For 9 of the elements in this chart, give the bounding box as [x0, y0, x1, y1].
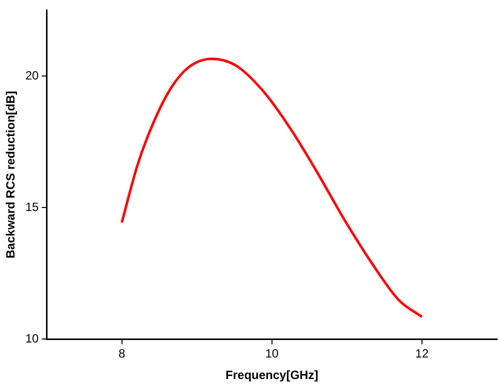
x-axis-title: Frequency[GHz]: [226, 368, 318, 382]
line-series: [120, 58, 424, 318]
x-tick-label: 10: [265, 346, 279, 361]
y-axis-title: Backward RCS reduction[dB]: [4, 91, 18, 258]
x-tick-label: 12: [415, 346, 429, 361]
x-tick-label: 8: [118, 346, 126, 361]
y-tick-label: 10: [25, 332, 40, 346]
y-tick-label: 20: [25, 68, 40, 82]
y-tick-label: 15: [25, 200, 40, 214]
